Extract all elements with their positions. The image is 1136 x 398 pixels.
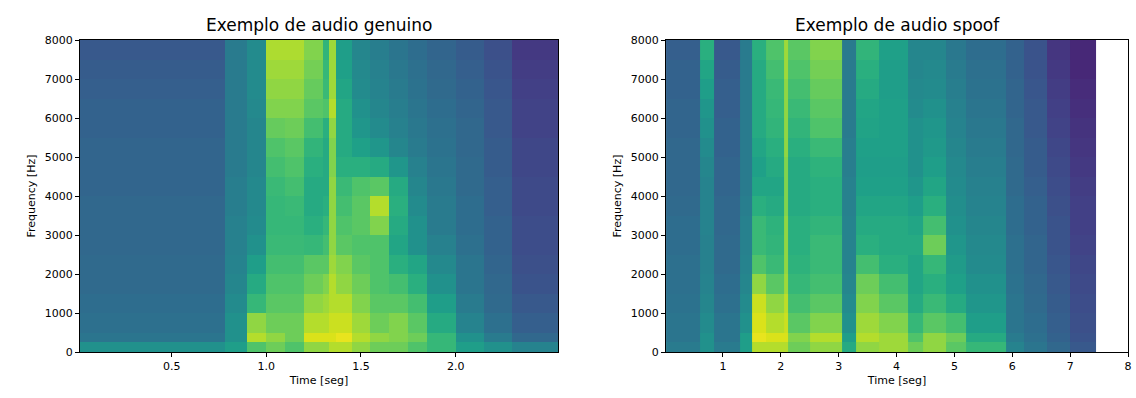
svg-text:Exemplo de audio spoof: Exemplo de audio spoof	[795, 15, 1000, 35]
svg-text:2000: 2000	[631, 268, 659, 281]
svg-text:5000: 5000	[631, 151, 659, 164]
svg-text:6: 6	[1009, 360, 1016, 373]
svg-text:3000: 3000	[45, 229, 73, 242]
svg-text:3000: 3000	[631, 229, 659, 242]
svg-text:7: 7	[1067, 360, 1074, 373]
svg-text:0: 0	[652, 346, 659, 359]
svg-text:Time [seg]: Time [seg]	[289, 374, 348, 387]
svg-text:4: 4	[893, 360, 900, 373]
svg-text:8000: 8000	[45, 34, 73, 47]
svg-text:Frequency [Hz]: Frequency [Hz]	[25, 155, 38, 238]
svg-text:1: 1	[719, 360, 726, 373]
svg-text:1000: 1000	[45, 307, 73, 320]
svg-text:6000: 6000	[45, 112, 73, 125]
svg-text:3: 3	[835, 360, 842, 373]
svg-text:2000: 2000	[45, 268, 73, 281]
svg-text:5: 5	[951, 360, 958, 373]
svg-text:4000: 4000	[45, 190, 73, 203]
svg-text:0.5: 0.5	[163, 360, 181, 373]
svg-text:5000: 5000	[45, 151, 73, 164]
svg-text:7000: 7000	[45, 73, 73, 86]
svg-text:1000: 1000	[631, 307, 659, 320]
svg-text:1.0: 1.0	[258, 360, 276, 373]
svg-text:8: 8	[1125, 360, 1132, 373]
svg-text:0: 0	[66, 346, 73, 359]
svg-text:7000: 7000	[631, 73, 659, 86]
svg-text:6000: 6000	[631, 112, 659, 125]
svg-text:8000: 8000	[631, 34, 659, 47]
svg-text:2.0: 2.0	[447, 360, 465, 373]
svg-text:1.5: 1.5	[352, 360, 370, 373]
svg-text:2: 2	[777, 360, 784, 373]
svg-text:Exemplo de audio genuino: Exemplo de audio genuino	[206, 15, 432, 35]
svg-text:Time [seg]: Time [seg]	[867, 374, 926, 387]
svg-text:4000: 4000	[631, 190, 659, 203]
svg-text:Frequency [Hz]: Frequency [Hz]	[611, 155, 624, 238]
